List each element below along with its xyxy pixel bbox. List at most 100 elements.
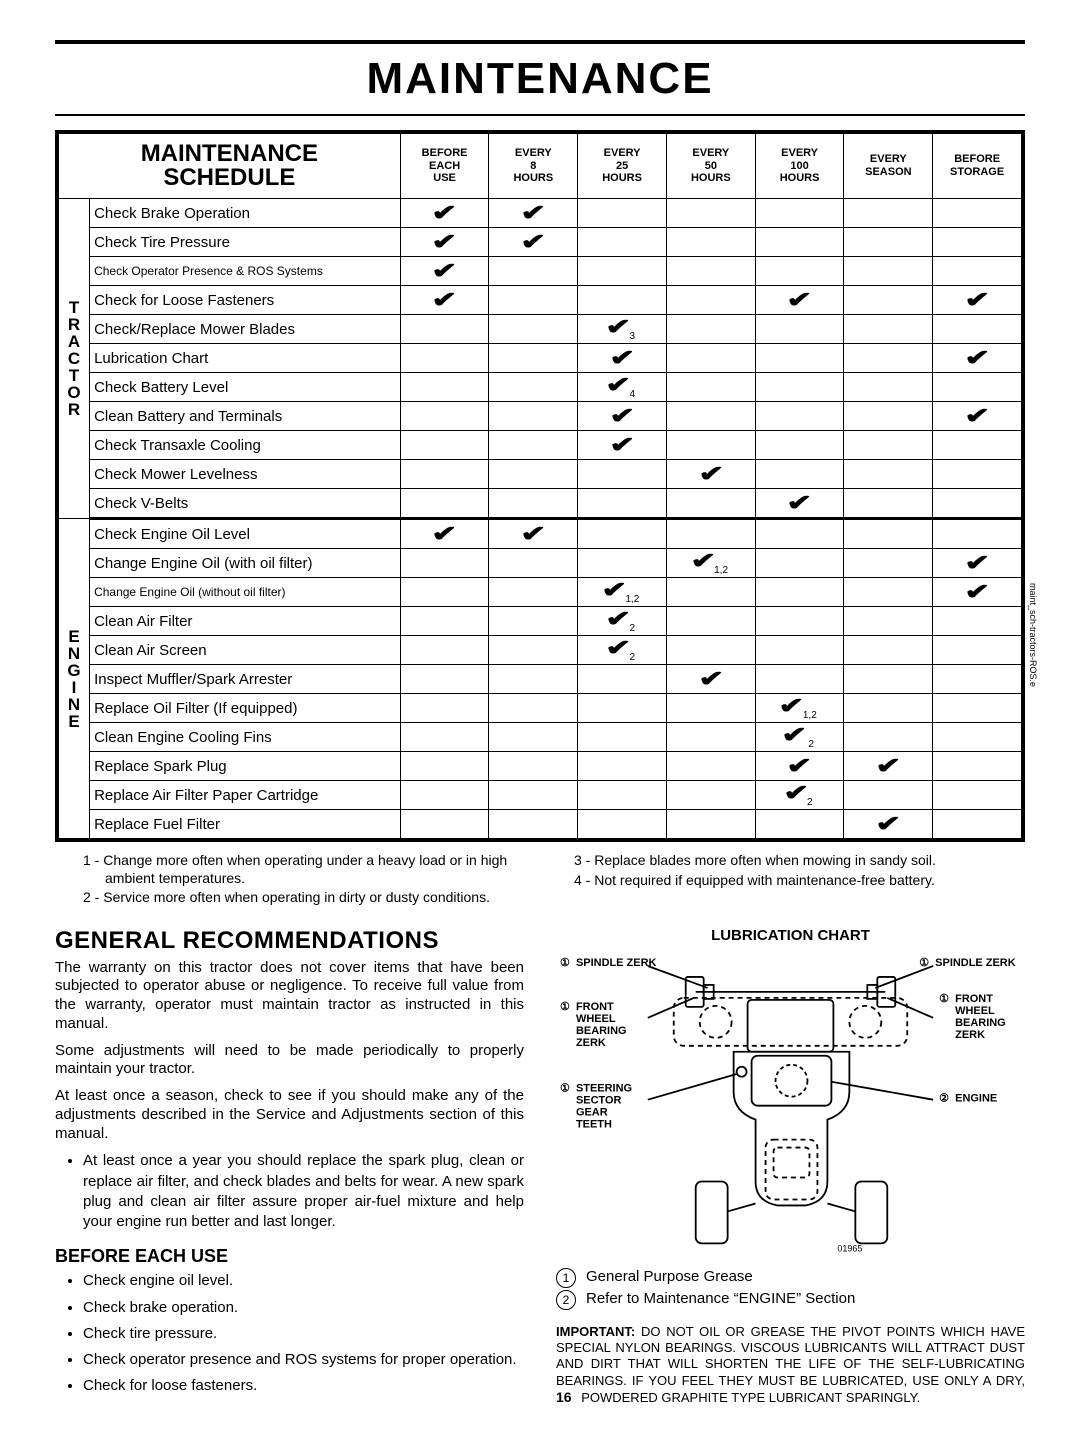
mark-cell: ✔: [933, 578, 1022, 607]
before-item: Check engine oil level.: [83, 1271, 524, 1291]
schedule-footnotes: 1 - Change more often when operating und…: [83, 852, 1025, 909]
check-icon: ✔: [787, 289, 813, 311]
mark-cell: [666, 431, 755, 460]
check-icon: ✔: [609, 434, 635, 456]
mark-cell: ✔: [578, 402, 667, 431]
svg-text:②: ②: [939, 1092, 949, 1104]
mark-cell: [933, 723, 1022, 752]
schedule-row: Clean Air Filter✔2: [59, 607, 1022, 636]
mark-cell: [755, 315, 844, 344]
task-cell: Check V-Belts: [90, 489, 401, 519]
mark-cell: [844, 228, 933, 257]
mark-cell: [489, 431, 578, 460]
top-rule-2: [55, 114, 1025, 116]
mark-cell: ✔1,2: [755, 694, 844, 723]
svg-text:①: ①: [560, 1082, 570, 1094]
mark-cell: [844, 286, 933, 315]
svg-text:WHEEL: WHEEL: [576, 1012, 616, 1024]
task-cell: Check Engine Oil Level: [90, 519, 401, 549]
svg-text:SECTOR: SECTOR: [576, 1094, 622, 1106]
mark-cell: ✔: [400, 257, 489, 286]
mark-cell: [933, 489, 1022, 519]
side-code: maint_sch-tractors-ROS.e: [1028, 583, 1038, 687]
schedule-row: Replace Spark Plug✔✔: [59, 752, 1022, 781]
mark-cell: [400, 810, 489, 839]
mark-cell: [489, 257, 578, 286]
mark-cell: [933, 373, 1022, 402]
schedule-row: Clean Engine Cooling Fins✔ 2: [59, 723, 1022, 752]
svg-text:STEERING: STEERING: [576, 1082, 632, 1094]
mark-cell: [489, 752, 578, 781]
schedule-row: Check/Replace Mower Blades✔3: [59, 315, 1022, 344]
svg-text:ZERK: ZERK: [955, 1028, 985, 1040]
legend-num-icon: 1: [556, 1268, 576, 1288]
task-cell: Check Operator Presence & ROS Systems: [90, 257, 401, 286]
before-item: Check tire pressure.: [83, 1324, 524, 1344]
before-item: Check for loose fasteners.: [83, 1376, 524, 1396]
mark-cell: [666, 694, 755, 723]
task-cell: Check Brake Operation: [90, 199, 401, 228]
mark-cell: [489, 315, 578, 344]
mark-cell: [844, 781, 933, 810]
check-icon: ✔: [964, 347, 990, 369]
check-icon: ✔: [690, 550, 716, 572]
mark-cell: [666, 578, 755, 607]
mark-cell: [666, 344, 755, 373]
schedule-title-cell: MAINTENANCE SCHEDULE: [59, 134, 401, 199]
mark-cell: [933, 460, 1022, 489]
legend-row: 2Refer to Maintenance “ENGINE” Section: [556, 1290, 1025, 1310]
general-heading: GENERAL RECOMMENDATIONS: [55, 927, 524, 955]
svg-text:ZERK: ZERK: [576, 1036, 606, 1048]
mark-cell: ✔: [844, 752, 933, 781]
mark-cell: ✔: [400, 286, 489, 315]
task-cell: Replace Fuel Filter: [90, 810, 401, 839]
task-cell: Check Transaxle Cooling: [90, 431, 401, 460]
mark-cell: [844, 431, 933, 460]
schedule-row: Check Tire Pressure✔✔: [59, 228, 1022, 257]
mark-cell: ✔2: [578, 636, 667, 665]
mark-cell: [578, 489, 667, 519]
mark-cell: [489, 578, 578, 607]
mark-cell: [755, 460, 844, 489]
mark-cell: [755, 257, 844, 286]
mark-cell: [578, 257, 667, 286]
schedule-row: Check Battery Level✔4: [59, 373, 1022, 402]
important-label: IMPORTANT:: [556, 1324, 635, 1339]
mark-cell: [489, 286, 578, 315]
mark-cell: [666, 199, 755, 228]
mark-cell: ✔: [400, 228, 489, 257]
mark-cell: ✔: [489, 228, 578, 257]
mark-cell: [844, 665, 933, 694]
mark-cell: [489, 549, 578, 578]
schedule-row: Replace Air Filter Paper Cartridge✔2: [59, 781, 1022, 810]
mark-cell: [755, 636, 844, 665]
mark-cell: [489, 810, 578, 839]
schedule-title-l1: MAINTENANCE: [63, 142, 396, 166]
mark-cell: ✔: [666, 665, 755, 694]
mark-cell: [666, 636, 755, 665]
mark-cell: [933, 431, 1022, 460]
mark-cell: ✔: [400, 519, 489, 549]
mark-cell: ✔: [578, 344, 667, 373]
mark-cell: ✔: [844, 810, 933, 839]
svg-text:FRONT: FRONT: [955, 992, 993, 1004]
mark-cell: [400, 402, 489, 431]
mark-cell: [844, 636, 933, 665]
mark-cell: [666, 607, 755, 636]
check-icon: ✔: [875, 755, 901, 777]
group-label: TRACTOR: [59, 199, 90, 519]
mark-cell: [844, 723, 933, 752]
mark-cell: ✔: [755, 286, 844, 315]
mark-cell: ✔: [578, 431, 667, 460]
mark-cell: [933, 228, 1022, 257]
check-icon: ✔: [964, 581, 990, 603]
check-icon: ✔: [964, 289, 990, 311]
mark-cell: [400, 578, 489, 607]
mark-cell: [666, 752, 755, 781]
mark-cell: [755, 199, 844, 228]
schedule-row: Change Engine Oil (with oil filter)✔1,2✔: [59, 549, 1022, 578]
general-p1: The warranty on this tractor does not co…: [55, 959, 524, 1034]
mark-cell: [578, 810, 667, 839]
check-icon: ✔: [787, 492, 813, 514]
mark-cell: [755, 665, 844, 694]
